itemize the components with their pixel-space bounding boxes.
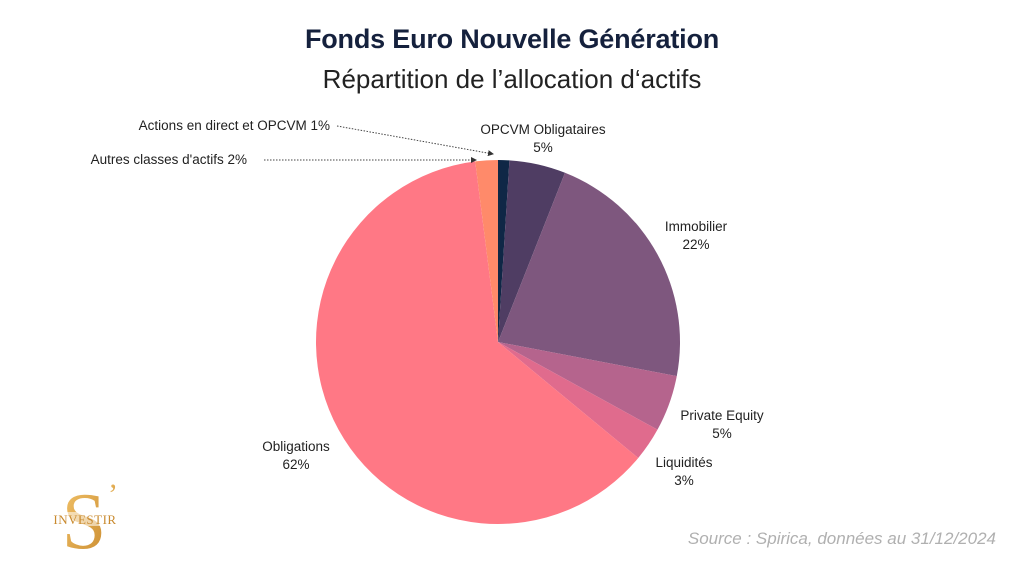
label-name: Liquidités	[655, 455, 713, 470]
label-name: OPCVM Obligataires	[480, 122, 606, 137]
label-private-equity: Private Equity 5%	[670, 407, 774, 443]
label-opcvm-obligataires: OPCVM Obligataires 5%	[470, 121, 616, 157]
label-value: 62%	[282, 457, 310, 472]
label-name: Obligations	[262, 439, 330, 454]
source-note: Source : Spirica, données au 31/12/2024	[687, 529, 996, 548]
label-obligations: Obligations 62%	[250, 438, 342, 474]
pie-slice-private-equity	[498, 342, 677, 430]
pie-slice-opcvm-obligataires	[498, 160, 565, 342]
label-actions: Actions en direct et OPCVM 1%	[138, 118, 330, 133]
pie-slices	[316, 160, 681, 524]
leader-line-actions	[336, 125, 494, 157]
label-name: Private Equity	[680, 408, 764, 423]
pie-slice-obligations	[316, 161, 639, 524]
label-value: 5%	[712, 426, 732, 441]
pie-slice-liquidit-s	[498, 342, 658, 459]
label-value: 5%	[533, 140, 553, 155]
label-liquidites: Liquidités 3%	[645, 454, 723, 490]
pie-slice-autres-classes-d-actifs	[475, 160, 498, 342]
label-autres: Autres classes d'actifs 2%	[90, 152, 247, 167]
label-value: 22%	[682, 237, 710, 252]
chart-subtitle: Répartition de l’allocation d‘actifs	[322, 64, 702, 94]
label-value: 3%	[674, 473, 694, 488]
label-name: Immobilier	[664, 219, 728, 234]
pie-slice-immobilier	[498, 172, 681, 377]
chart-title: Fonds Euro Nouvelle Génération	[304, 24, 720, 54]
pie-slice-actions-en-direct-et-opcvm	[498, 160, 510, 342]
label-immobilier: Immobilier 22%	[654, 218, 738, 254]
investir-logo: S ’ INVESTIR	[40, 478, 130, 566]
logo-text: INVESTIR	[53, 512, 116, 527]
logo-apostrophe: ’	[108, 478, 118, 511]
